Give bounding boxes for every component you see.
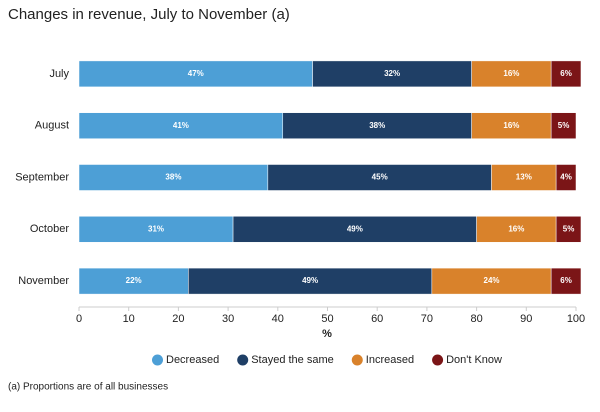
bar-segment xyxy=(431,267,552,295)
bar-segment xyxy=(78,112,284,139)
x-tick-label: 90 xyxy=(520,313,532,325)
value-label: 4% xyxy=(560,173,572,182)
value-label: 16% xyxy=(508,224,524,233)
y-tick-label: September xyxy=(15,171,69,183)
y-tick-label: August xyxy=(35,120,69,132)
bar-segment xyxy=(471,112,552,139)
value-label: 16% xyxy=(503,69,519,78)
value-label: 49% xyxy=(302,276,318,285)
bar-segment xyxy=(78,60,313,88)
value-label: 47% xyxy=(188,69,204,78)
bar-segment xyxy=(550,60,582,88)
legend-marker xyxy=(237,354,249,366)
value-label: 13% xyxy=(516,173,532,182)
y-tick-label: October xyxy=(30,223,69,235)
bar-segment xyxy=(232,216,477,243)
bar-segment xyxy=(550,112,577,139)
value-label: 38% xyxy=(369,121,385,130)
x-axis-label: % xyxy=(322,328,332,340)
bar-segment xyxy=(78,164,269,191)
bar-segment xyxy=(282,112,472,139)
value-label: 45% xyxy=(372,173,388,182)
x-tick-label: 20 xyxy=(172,313,184,325)
value-label: 32% xyxy=(384,69,400,78)
value-label: 24% xyxy=(484,276,500,285)
bar-segment xyxy=(555,216,582,243)
bar-segment xyxy=(267,164,492,191)
x-tick-label: 60 xyxy=(371,313,383,325)
value-label: 5% xyxy=(558,121,570,130)
value-label: 6% xyxy=(560,69,572,78)
legend-label: Increased xyxy=(366,354,414,366)
x-tick-label: 10 xyxy=(123,313,135,325)
x-tick-label: 40 xyxy=(272,313,284,325)
bar-segment xyxy=(312,60,472,88)
value-label: 31% xyxy=(148,224,164,233)
value-label: 49% xyxy=(347,224,363,233)
value-label: 22% xyxy=(126,276,142,285)
bar-segment xyxy=(555,164,577,191)
x-tick-label: 50 xyxy=(321,313,333,325)
legend-marker xyxy=(432,354,444,366)
x-tick-label: 0 xyxy=(76,313,82,325)
value-label: 5% xyxy=(563,224,575,233)
value-label: 6% xyxy=(560,276,572,285)
legend-label: Don't Know xyxy=(446,354,502,366)
bar-segment xyxy=(491,164,557,191)
legend-marker xyxy=(351,354,363,366)
x-tick-label: 30 xyxy=(222,313,234,325)
chart-title: Changes in revenue, July to November (a) xyxy=(8,6,290,23)
value-label: 41% xyxy=(173,121,189,130)
legend-marker xyxy=(152,354,163,366)
bar-segment xyxy=(78,216,234,243)
y-tick-label: November xyxy=(18,275,69,287)
footnote: (a) Proportions are of all businesses xyxy=(8,382,168,393)
legend-label: Stayed the same xyxy=(251,354,334,366)
value-label: 38% xyxy=(165,173,181,182)
bar-segment xyxy=(188,267,433,295)
y-tick-label: July xyxy=(49,68,69,80)
bar-segment xyxy=(476,216,557,243)
x-tick-label: 70 xyxy=(421,313,433,325)
value-label: 16% xyxy=(503,121,519,130)
bar-segment xyxy=(550,267,582,295)
legend-label: Decreased xyxy=(166,354,219,366)
x-tick-label: 100 xyxy=(567,313,585,325)
x-tick-label: 80 xyxy=(470,313,482,325)
bar-segment xyxy=(471,60,552,88)
